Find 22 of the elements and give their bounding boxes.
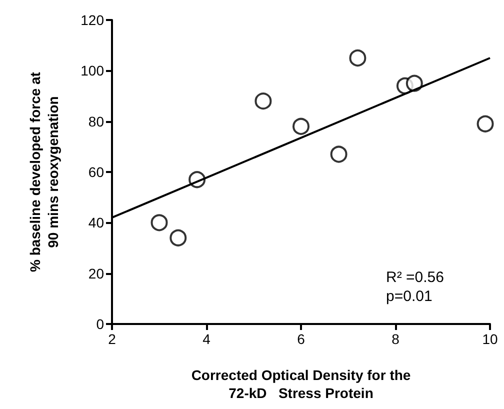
y-tick-label: 60 xyxy=(88,164,104,180)
point xyxy=(150,214,168,232)
y-tick-label: 40 xyxy=(88,214,104,231)
x-tick-label: 6 xyxy=(297,331,306,347)
point xyxy=(349,50,366,66)
x-tick-label: 4 xyxy=(202,331,211,347)
point xyxy=(254,92,272,110)
y-tick-label: 100 xyxy=(80,62,104,79)
point xyxy=(170,229,187,246)
x-tick-label: 10 xyxy=(482,331,498,347)
y-tick-label: 120 xyxy=(80,12,104,28)
x-tick-label: 2 xyxy=(108,331,116,347)
y-tick-label: 80 xyxy=(88,113,104,130)
point xyxy=(292,118,310,135)
point xyxy=(476,115,494,132)
y-axis-title: % baseline developed force at 90 mins reoxygenation xyxy=(27,72,61,272)
point xyxy=(330,146,348,163)
y-tick-label: 20 xyxy=(88,265,104,282)
x-tick-label: 8 xyxy=(392,331,400,347)
y-tick-label: 0 xyxy=(96,316,104,332)
annotation: R² =0.56 p=0.01 xyxy=(386,269,444,305)
x-axis-title: Corrected Optical Density for the 72-kD Stress Protein xyxy=(191,367,411,401)
